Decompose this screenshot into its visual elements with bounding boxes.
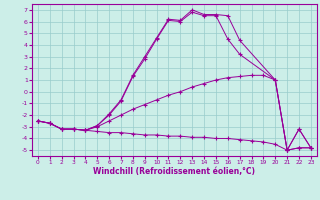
X-axis label: Windchill (Refroidissement éolien,°C): Windchill (Refroidissement éolien,°C)	[93, 167, 255, 176]
